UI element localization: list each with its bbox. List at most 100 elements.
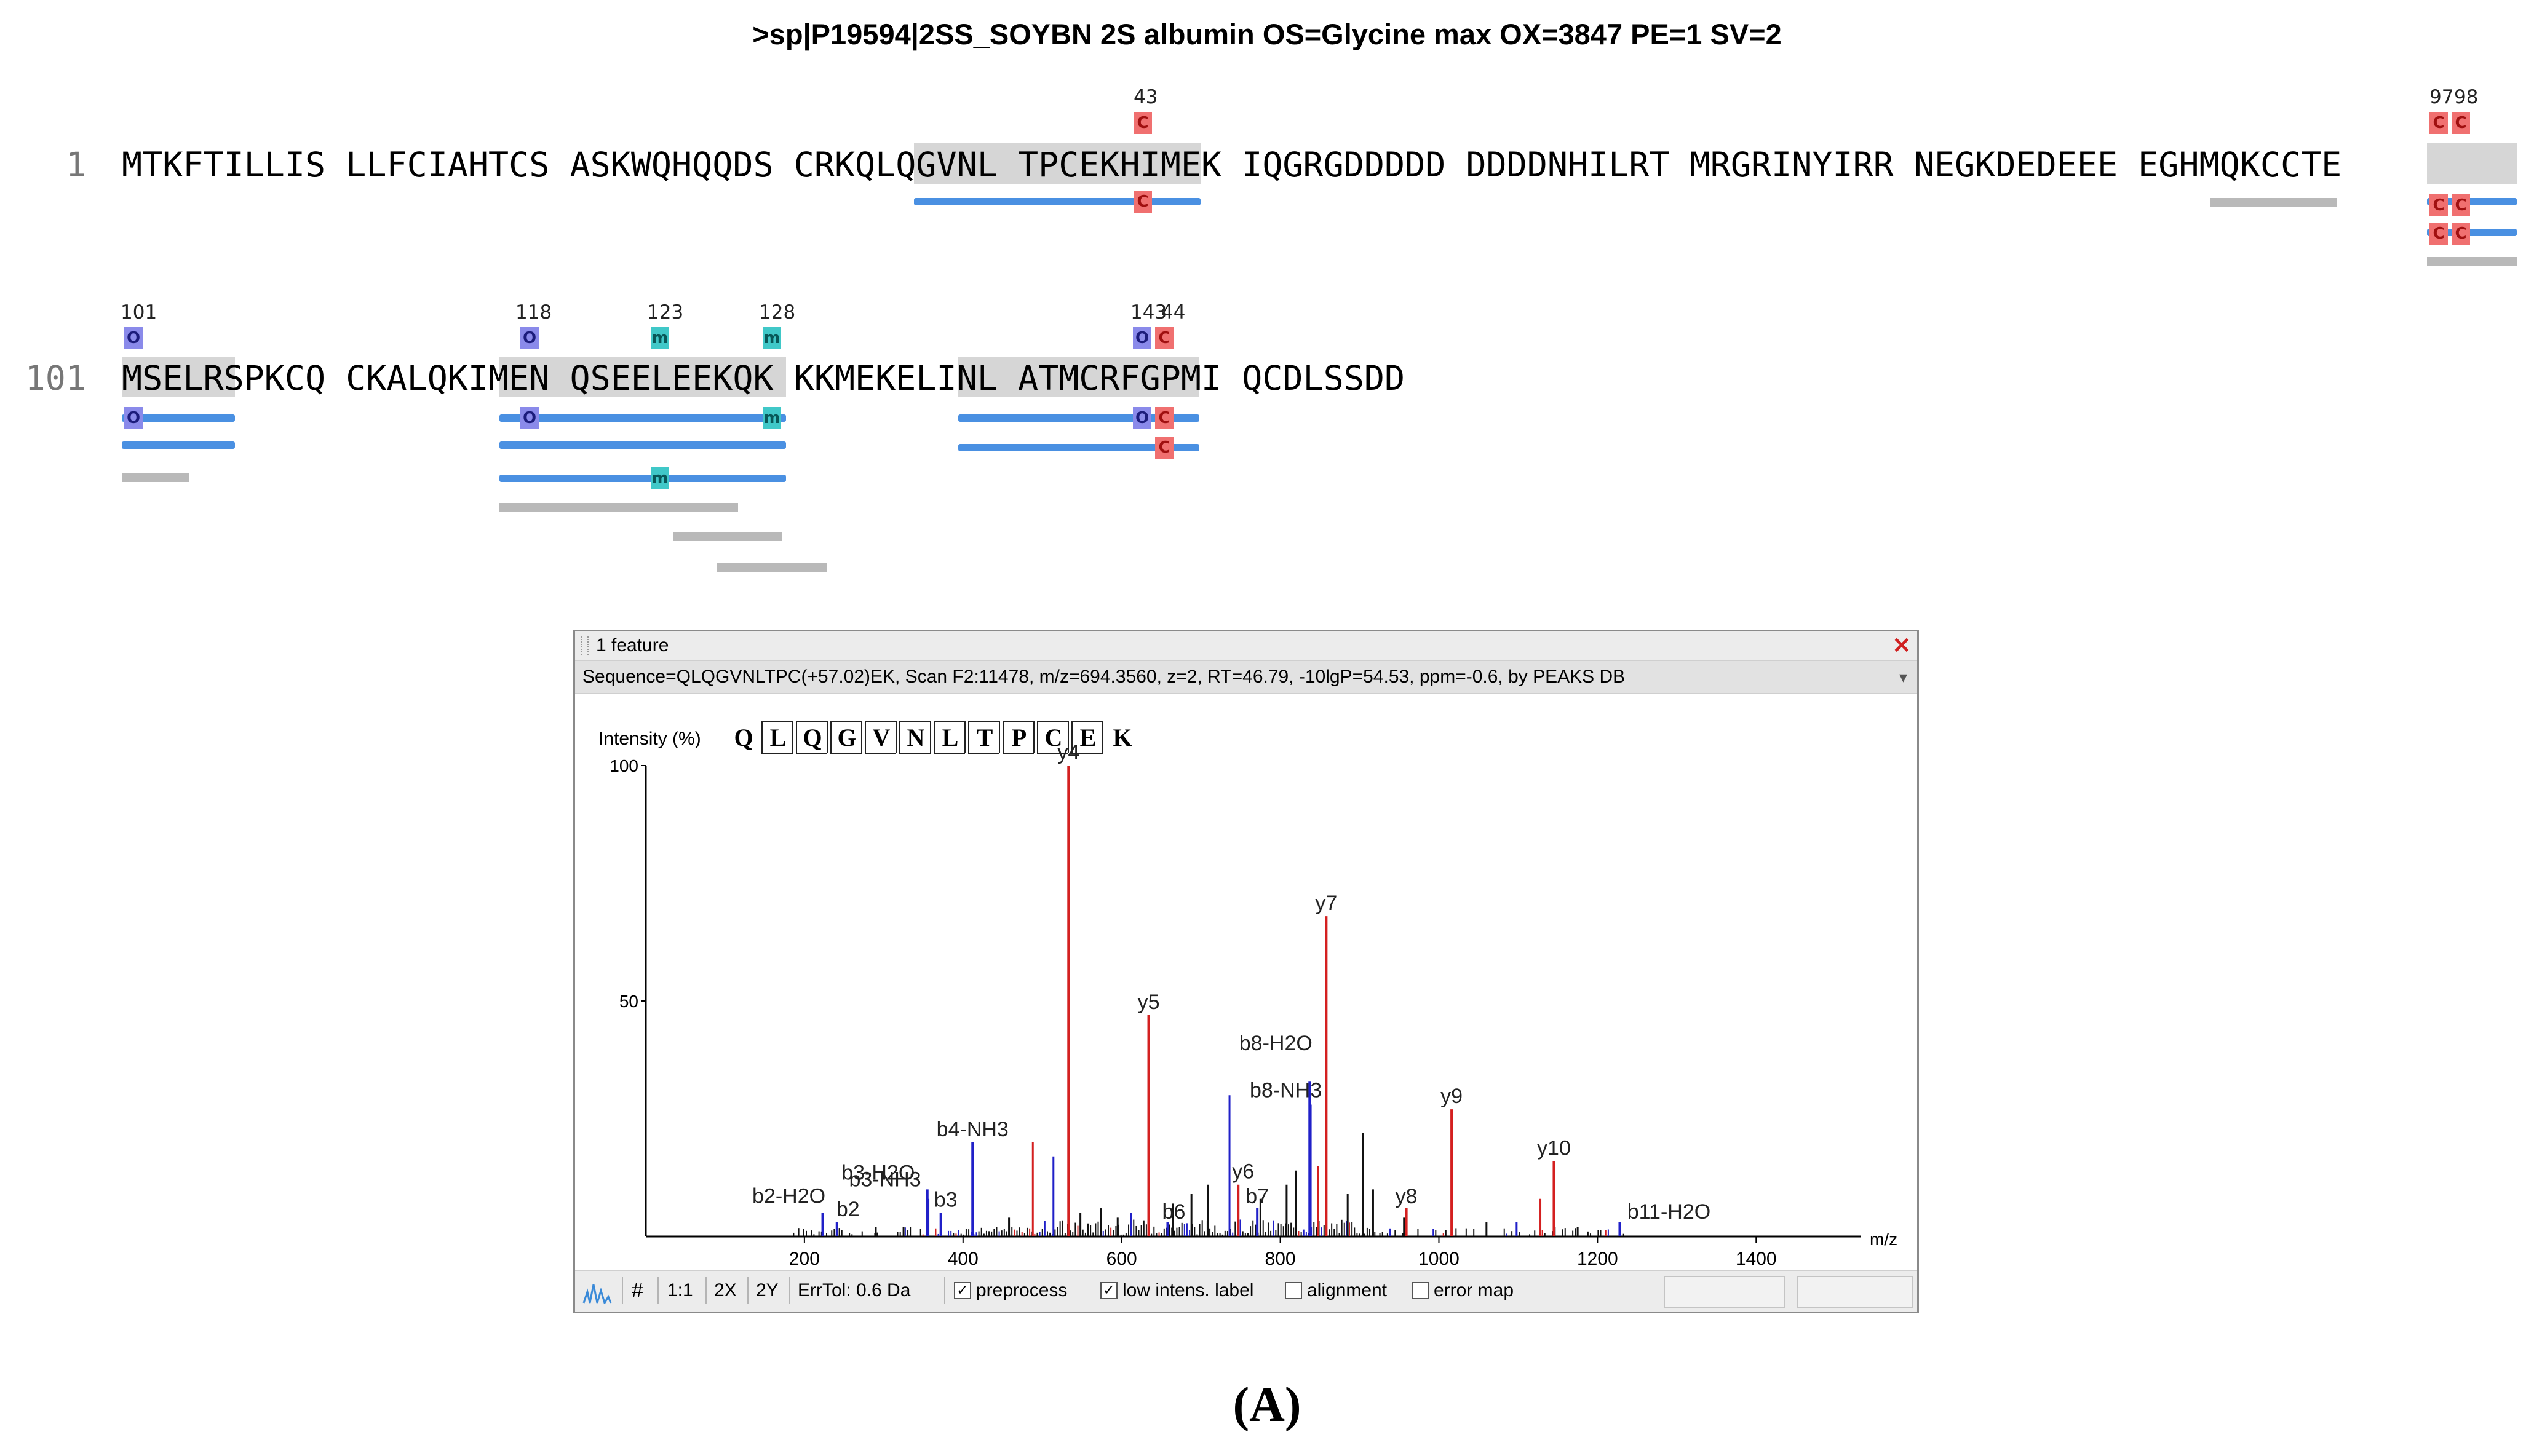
b-ion-bracket bbox=[761, 721, 793, 754]
sequence-info-bar[interactable]: Sequence=QLQGVNLTPC(+57.02)EK, Scan F2:1… bbox=[575, 661, 1917, 694]
alignment-label: alignment bbox=[1307, 1280, 1388, 1300]
y-ion-bracket bbox=[934, 721, 966, 753]
spectrum-view-icon[interactable] bbox=[581, 1280, 612, 1304]
peptide-coverage-bar[interactable] bbox=[499, 475, 786, 482]
y-ion-bracket bbox=[796, 721, 828, 753]
peak-label: b6 bbox=[1162, 1200, 1186, 1224]
b-ion-bracket bbox=[796, 721, 827, 754]
oxidation-mod-marker[interactable]: O bbox=[1133, 327, 1151, 349]
position-label: 43 bbox=[1134, 86, 1158, 108]
preprocess-label: preprocess bbox=[976, 1280, 1068, 1300]
methylation-mod-marker[interactable]: m bbox=[763, 407, 781, 429]
blank-button[interactable] bbox=[1664, 1276, 1785, 1308]
y-ion-bracket bbox=[831, 721, 862, 753]
zoom-2x-button[interactable]: 2X bbox=[714, 1280, 737, 1300]
peptide-coverage-bar[interactable] bbox=[2427, 229, 2517, 236]
low-intens-label-checkbox[interactable]: ✓ bbox=[1100, 1282, 1118, 1299]
carbamidomethyl-mod-marker[interactable]: C bbox=[2452, 223, 2470, 245]
peak-label: b2-H2O bbox=[752, 1185, 825, 1208]
peptide-coverage-bar[interactable] bbox=[958, 444, 1199, 451]
peptide-coverage-bar[interactable] bbox=[914, 198, 1201, 205]
peptide-residue: C bbox=[1045, 724, 1063, 751]
feature-coverage-bar[interactable] bbox=[2210, 198, 2337, 207]
peptide-coverage-bar[interactable] bbox=[122, 441, 235, 449]
position-label: 97 bbox=[2429, 86, 2454, 108]
b-ion-bracket bbox=[830, 721, 862, 754]
peptide-residue: E bbox=[1080, 724, 1097, 751]
b-ion-bracket bbox=[1071, 721, 1103, 754]
x-tick-label: 800 bbox=[1265, 1249, 1296, 1269]
peptide-residue: V bbox=[873, 724, 891, 751]
peak-label: y9 bbox=[1440, 1085, 1463, 1108]
y-ion-bracket bbox=[900, 721, 931, 753]
peak-label: b3-NH3 bbox=[849, 1168, 921, 1192]
peptide-highlight bbox=[122, 357, 235, 397]
b-ion-bracket bbox=[934, 721, 965, 754]
y-tick-label: 100 bbox=[610, 756, 638, 775]
error-tolerance-button[interactable]: ErrTol: 0.6 Da bbox=[798, 1280, 911, 1300]
x-tick-label: 1400 bbox=[1736, 1249, 1777, 1269]
peptide-residue: P bbox=[1012, 724, 1027, 751]
peptide-coverage-bar[interactable] bbox=[2427, 198, 2517, 205]
carbamidomethyl-mod-marker[interactable]: C bbox=[2429, 223, 2448, 245]
y-ion-bracket bbox=[865, 721, 897, 753]
b-ion-bracket bbox=[865, 721, 896, 754]
carbamidomethyl-mod-marker[interactable]: C bbox=[2429, 112, 2448, 134]
sequence-line-2: MSELRSPKCQ CKALQKIMEN QSEELEEKQK KKMEKEL… bbox=[122, 358, 1405, 398]
panel-titlebar[interactable]: 1 feature ✕ bbox=[575, 631, 1917, 661]
oxidation-mod-marker[interactable]: O bbox=[124, 407, 143, 429]
position-label: 101 bbox=[121, 301, 157, 323]
peak-label: b11-H2O bbox=[1627, 1200, 1710, 1224]
blank-button[interactable] bbox=[1797, 1276, 1913, 1308]
oxidation-mod-marker[interactable]: O bbox=[520, 327, 539, 349]
y-ion-bracket bbox=[969, 721, 1000, 753]
carbamidomethyl-mod-marker[interactable]: C bbox=[1155, 327, 1174, 349]
hash-button[interactable]: # bbox=[632, 1279, 643, 1302]
x-tick-label: 1200 bbox=[1577, 1249, 1618, 1269]
peak-label: b8-H2O bbox=[1239, 1032, 1313, 1055]
y-tick-label: 50 bbox=[619, 992, 638, 1011]
methylation-mod-marker[interactable]: m bbox=[651, 327, 669, 349]
x-axis-unit: m/z bbox=[1870, 1230, 1897, 1249]
panel-title: 1 feature bbox=[596, 635, 669, 655]
carbamidomethyl-mod-marker[interactable]: C bbox=[2452, 194, 2470, 216]
feature-coverage-bar[interactable] bbox=[499, 503, 738, 512]
carbamidomethyl-mod-marker[interactable]: C bbox=[1134, 112, 1152, 134]
methylation-mod-marker[interactable]: m bbox=[651, 467, 669, 489]
peptide-coverage-bar[interactable] bbox=[122, 414, 235, 422]
x-tick-label: 1000 bbox=[1418, 1249, 1460, 1269]
y-ion-bracket bbox=[1072, 721, 1103, 753]
oxidation-mod-marker[interactable]: O bbox=[1133, 407, 1151, 429]
chevron-down-icon[interactable]: ▾ bbox=[1899, 668, 1907, 686]
methylation-mod-marker[interactable]: m bbox=[763, 327, 781, 349]
error-map-checkbox[interactable] bbox=[1412, 1282, 1429, 1299]
zoom-2y-button[interactable]: 2Y bbox=[756, 1280, 779, 1300]
close-icon[interactable]: ✕ bbox=[1892, 633, 1911, 658]
preprocess-checkbox[interactable]: ✓ bbox=[954, 1282, 971, 1299]
carbamidomethyl-mod-marker[interactable]: C bbox=[1155, 437, 1174, 459]
peptide-highlight bbox=[2427, 143, 2517, 184]
carbamidomethyl-mod-marker[interactable]: C bbox=[2429, 194, 2448, 216]
drag-grip-icon[interactable] bbox=[581, 636, 589, 655]
x-tick-label: 600 bbox=[1106, 1249, 1137, 1269]
peptide-coverage-bar[interactable] bbox=[499, 441, 786, 449]
carbamidomethyl-mod-marker[interactable]: C bbox=[2452, 112, 2470, 134]
position-label: 44 bbox=[1161, 301, 1186, 323]
b-ion-bracket bbox=[968, 721, 999, 754]
zoom-1to1-button[interactable]: 1:1 bbox=[667, 1280, 693, 1300]
position-label: 98 bbox=[2454, 86, 2479, 108]
oxidation-mod-marker[interactable]: O bbox=[124, 327, 143, 349]
feature-coverage-bar[interactable] bbox=[717, 563, 827, 572]
alignment-checkbox[interactable] bbox=[1285, 1282, 1302, 1299]
peptide-coverage-bar[interactable] bbox=[499, 414, 786, 422]
carbamidomethyl-mod-marker[interactable]: C bbox=[1134, 191, 1152, 213]
feature-coverage-bar[interactable] bbox=[673, 532, 782, 541]
feature-coverage-bar[interactable] bbox=[2427, 257, 2517, 266]
feature-coverage-bar[interactable] bbox=[122, 473, 189, 482]
oxidation-mod-marker[interactable]: O bbox=[520, 407, 539, 429]
carbamidomethyl-mod-marker[interactable]: C bbox=[1155, 407, 1174, 429]
peak-label: y6 bbox=[1232, 1160, 1254, 1184]
peptide-residue: L bbox=[942, 724, 959, 751]
